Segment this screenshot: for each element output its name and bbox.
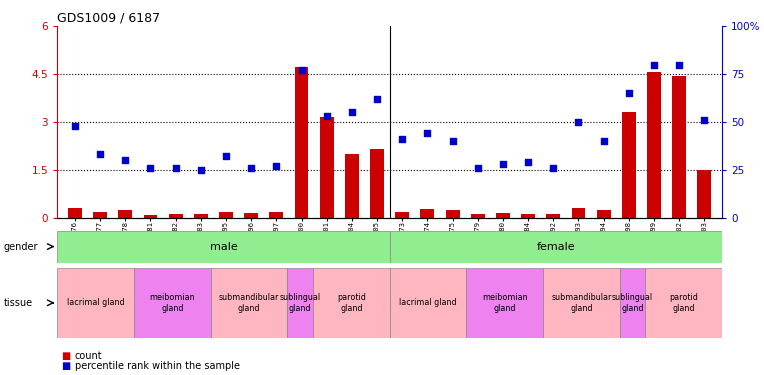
Text: parotid
gland: parotid gland [337,293,366,313]
Text: female: female [536,242,575,252]
Point [270,163,283,169]
Bar [546,214,560,217]
Bar [313,268,390,338]
Point [597,138,610,144]
Bar [620,268,646,338]
Text: tissue: tissue [4,298,33,308]
Bar [445,210,459,218]
Point [547,165,559,171]
Bar [543,268,620,338]
Point [497,161,509,167]
Text: gender: gender [4,242,38,252]
Text: GDS1009 / 6187: GDS1009 / 6187 [57,11,160,24]
Text: submandibular
gland: submandibular gland [219,293,279,313]
Bar [345,154,359,218]
Bar [118,210,132,218]
Point [245,165,257,171]
Bar [295,67,309,218]
Text: sublingual
gland: sublingual gland [612,293,653,313]
Point [673,62,685,68]
Point [522,159,534,165]
Point [220,153,232,159]
Text: meibomian
gland: meibomian gland [150,293,195,313]
Point [396,136,408,142]
Bar [219,212,233,217]
Point [94,152,106,157]
Bar [471,214,484,217]
Bar [390,268,466,338]
Bar [57,268,134,338]
Bar [370,149,384,217]
Text: count: count [75,351,102,361]
Point [69,123,81,129]
Bar [194,214,208,217]
Text: ■: ■ [61,361,70,370]
Point [195,166,207,172]
Bar [211,268,287,338]
Bar [672,76,686,217]
Bar [496,213,510,217]
Text: submandibular
gland: submandibular gland [551,293,611,313]
Bar [420,209,434,218]
Bar [169,214,183,217]
Bar [466,268,543,338]
Point [471,165,484,171]
Bar [244,213,258,217]
Text: lacrimal gland: lacrimal gland [66,298,125,307]
Point [371,96,384,102]
Bar [134,268,211,338]
Text: lacrimal gland: lacrimal gland [399,298,457,307]
Point [321,113,333,119]
Bar [57,231,390,262]
Text: male: male [209,242,238,252]
Text: ■: ■ [61,351,70,361]
Bar [646,268,722,338]
Bar [647,72,661,217]
Bar [571,208,585,218]
Bar [287,268,313,338]
Bar [144,215,157,217]
Point [648,62,660,68]
Point [144,165,157,171]
Bar [521,214,535,217]
Bar [93,212,107,217]
Text: meibomian
gland: meibomian gland [482,293,527,313]
Bar [320,117,334,218]
Point [572,119,584,125]
Point [421,130,433,136]
Point [119,157,131,163]
Point [346,110,358,116]
Bar [622,112,636,218]
Text: sublingual
gland: sublingual gland [280,293,321,313]
Text: percentile rank within the sample: percentile rank within the sample [75,361,240,370]
Point [296,67,308,73]
Bar [698,170,711,217]
Bar [68,208,82,218]
Text: parotid
gland: parotid gland [669,293,698,313]
Bar [390,231,722,262]
Bar [597,210,610,218]
Point [446,138,458,144]
Bar [395,212,410,217]
Point [623,90,635,96]
Bar [270,212,283,217]
Point [170,165,182,171]
Point [698,117,711,123]
